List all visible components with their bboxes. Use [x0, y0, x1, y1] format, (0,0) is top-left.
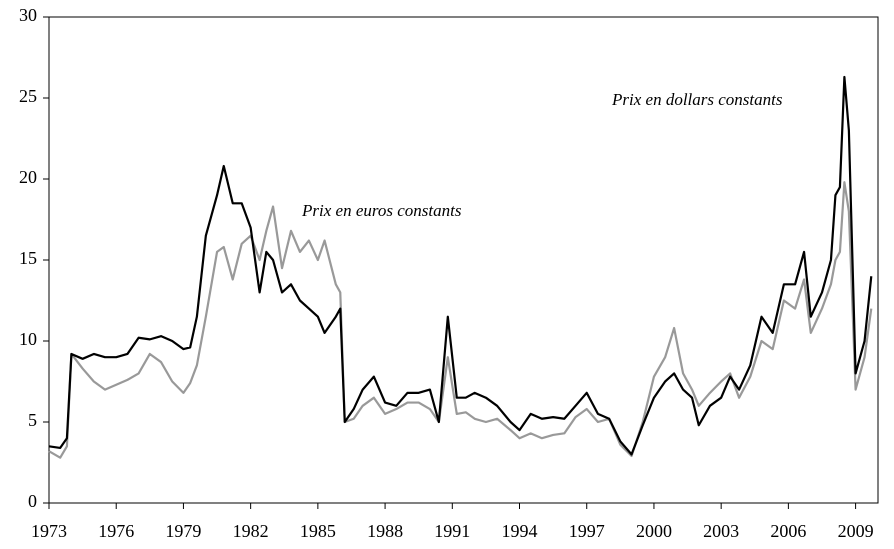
x-tick-label: 2006: [770, 521, 806, 541]
x-tick-label: 1994: [502, 521, 538, 541]
y-tick-label: 10: [19, 329, 37, 349]
y-tick-label: 30: [19, 5, 37, 25]
x-tick-label: 1973: [31, 521, 67, 541]
series-label: Prix en dollars constants: [611, 90, 783, 109]
x-tick-label: 1997: [569, 521, 605, 541]
x-tick-label: 1985: [300, 521, 336, 541]
x-tick-label: 2009: [838, 521, 874, 541]
y-tick-label: 15: [19, 248, 37, 268]
x-tick-label: 1991: [434, 521, 470, 541]
x-tick-label: 1976: [98, 521, 134, 541]
x-tick-label: 2003: [703, 521, 739, 541]
y-tick-label: 25: [19, 86, 37, 106]
series-label: Prix en euros constants: [301, 201, 462, 220]
x-tick-label: 1979: [165, 521, 201, 541]
y-tick-label: 5: [28, 410, 37, 430]
y-tick-label: 20: [19, 167, 37, 187]
series-line: [48, 181, 873, 459]
x-tick-label: 1988: [367, 521, 403, 541]
x-tick-label: 2000: [636, 521, 672, 541]
y-tick-label: 0: [28, 491, 37, 511]
x-tick-label: 1982: [233, 521, 269, 541]
series-line: [48, 75, 873, 456]
